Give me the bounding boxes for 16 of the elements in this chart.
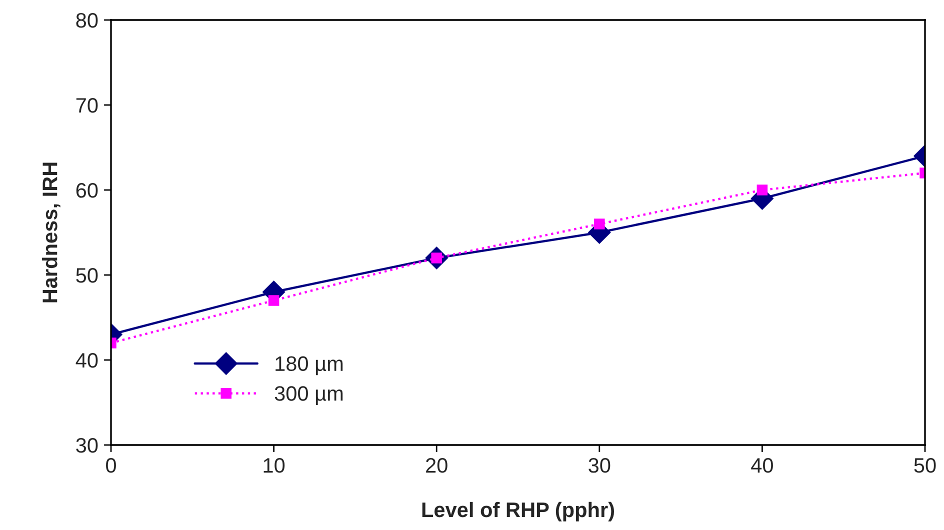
x-tick-label: 50	[914, 458, 936, 473]
x-tick-label: 0	[106, 458, 116, 473]
legend-label: 300 µm	[274, 386, 343, 405]
y-tick-label: 30	[76, 438, 98, 453]
x-axis-title: Level of RHP (pphr)	[422, 502, 614, 522]
y-tick-label: 70	[76, 98, 98, 113]
x-tick-label: 30	[588, 458, 610, 473]
y-tick-label: 60	[76, 183, 98, 198]
x-tick-label: 20	[426, 458, 448, 473]
y-axis-title: Hardness, IRH	[42, 162, 60, 302]
y-tick-label: 40	[76, 353, 98, 368]
y-tick-label: 80	[76, 13, 98, 28]
x-tick-label: 10	[264, 458, 285, 473]
x-tick-label: 40	[751, 458, 773, 473]
legend-label: 180 µm	[276, 356, 343, 376]
y-tick-label: 50	[76, 268, 98, 283]
